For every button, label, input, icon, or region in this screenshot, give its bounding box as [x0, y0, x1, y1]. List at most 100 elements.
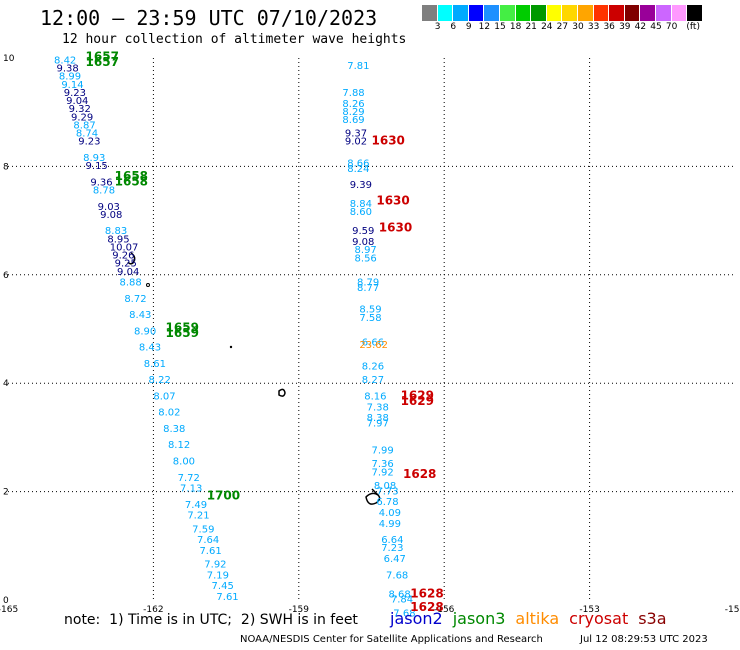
swh-value-track-b: 9.37	[345, 129, 367, 140]
swh-value-track-b: 8.26	[362, 362, 384, 373]
swh-value-track-a: 7.49	[185, 500, 207, 511]
swh-value-track-b: 7.97	[367, 419, 389, 430]
y-tick-label: 8	[3, 162, 9, 172]
swh-value-track-a: 9.14	[61, 80, 83, 91]
colorbar-swatch	[687, 5, 703, 21]
pass-time-label: 1629	[401, 388, 434, 402]
colorbar-swatch	[468, 5, 485, 21]
swh-value-track-a: 9.03	[98, 202, 120, 213]
swh-value-track-b: 7.73	[376, 486, 398, 497]
swh-value-track-b: 8.59	[359, 305, 381, 316]
pass-time-label: 1659	[166, 326, 199, 340]
swh-value-track-b: 8.66	[347, 158, 369, 169]
coastline-niihau	[146, 283, 150, 287]
pass-time-label: 1700	[207, 489, 240, 503]
swh-value-track-a: 7.92	[204, 559, 226, 570]
swh-value-track-b: 8.29	[342, 107, 364, 118]
swh-value-track-b: 7.23	[381, 543, 403, 554]
swh-value-track-a: 7.45	[212, 581, 234, 592]
swh-value-track-b: 7.36	[372, 459, 394, 470]
swh-value-track-b: 4.09	[379, 508, 401, 519]
swh-value-track-a: 8.90	[134, 326, 156, 337]
swh-value-track-a: 8.22	[149, 375, 171, 386]
swh-value-track-a: 9.26	[112, 251, 134, 262]
colorbar-label: 33	[587, 22, 600, 32]
colorbar-swatch	[640, 5, 656, 21]
colorbar-label: 6	[450, 22, 457, 32]
colorbar-swatch	[531, 5, 547, 21]
y-tick-label: 2	[3, 488, 9, 498]
swh-value-track-a: 8.00	[173, 457, 195, 468]
legend-item-s3a: s3a	[638, 609, 667, 628]
swh-value-track-b: 8.08	[374, 481, 396, 492]
colorbar-swatch	[422, 5, 438, 21]
swh-value-track-b: 8.56	[355, 253, 377, 264]
colorbar-label: 24	[541, 22, 553, 32]
swh-value-track-a: 8.74	[76, 129, 98, 140]
swh-value-track-a: 8.99	[59, 72, 81, 83]
pass-time-label: 1658	[115, 169, 148, 183]
swh-value-track-a: 8.02	[158, 408, 180, 419]
colorbar-label: 12	[478, 22, 491, 32]
pass-time-label: 1630	[379, 220, 412, 234]
colorbar-label: 45	[650, 22, 662, 32]
swh-value-track-b: 8.69	[342, 115, 364, 126]
chart-subtitle: 12 hour collection of altimeter wave hei…	[62, 32, 407, 47]
swh-value-track-a: 9.23	[78, 137, 100, 148]
swh-value-track-a: 8.88	[119, 278, 141, 289]
colorbar-label: 18	[509, 22, 522, 32]
pass-time-label: 1657	[86, 55, 119, 69]
swh-value-track-b: 9.59	[352, 226, 374, 237]
swh-value-track-b: 7.68	[386, 570, 408, 581]
swh-value-track-b: 9.39	[350, 180, 372, 191]
swh-value-track-a: 8.72	[124, 294, 146, 305]
pass-time-label: 1629	[401, 394, 434, 408]
swh-value-track-b: 8.60	[350, 207, 372, 218]
swh-value-track-a: 8.38	[163, 424, 185, 435]
colorbar-label: 21	[525, 22, 537, 32]
swh-value-track-a: 8.93	[83, 153, 105, 164]
colorbar-label: 30	[572, 22, 584, 32]
swh-value-track-b: 8.84	[350, 199, 372, 210]
colorbar-swatch	[562, 5, 578, 21]
swh-value-track-a: 7.13	[180, 484, 202, 495]
swh-value-track-b: 7.58	[359, 313, 381, 324]
swh-value-track-b: 8.77	[357, 283, 379, 294]
swh-value-track-b: 7.99	[372, 446, 394, 457]
swh-value-track-a: 9.38	[56, 64, 78, 75]
swh-value-track-b: 8.97	[355, 245, 377, 256]
pass-time-label: 1659	[166, 321, 199, 335]
coastline-oahu	[278, 388, 286, 397]
y-tick-label: 0	[3, 596, 9, 606]
colorbar-swatch	[546, 5, 563, 21]
x-tick-label: -159	[289, 605, 310, 615]
swh-value-track-b: 8.27	[362, 375, 384, 386]
colorbar-label: (ft)	[686, 22, 700, 32]
pass-time-label: 1628	[410, 600, 443, 614]
colorbar-label: 36	[603, 22, 615, 32]
x-tick-label: -165	[0, 605, 18, 615]
swh-value-track-b: 7.92	[372, 467, 394, 478]
pass-time-label: 1630	[376, 193, 409, 207]
colorbar-swatch	[437, 5, 454, 21]
swh-value-track-b: 7.68	[393, 608, 415, 619]
swh-value-track-a: 9.08	[100, 210, 122, 221]
x-tick-label: -150	[725, 605, 740, 615]
swh-value-track-b: 8.16	[364, 391, 386, 402]
swh-value-track-a: 8.78	[93, 186, 115, 197]
colorbar-label: 42	[634, 22, 647, 32]
swh-value-track-a: 7.64	[197, 535, 219, 546]
pass-time-label: 1628	[403, 467, 436, 481]
colorbar-label: 3	[434, 22, 441, 32]
source-credit: NOAA/NESDIS Center for Satellite Applica…	[240, 634, 543, 645]
swh-value-track-a: 9.29	[71, 112, 93, 123]
colorbar-swatch	[484, 5, 500, 21]
x-tick-label: -153	[579, 605, 599, 615]
coastline-big-island	[365, 488, 381, 505]
colorbar-label: 39	[619, 22, 631, 32]
swh-value-track-a: 8.61	[144, 359, 166, 370]
swh-value-track-a: 7.61	[199, 546, 221, 557]
swh-value-track-b: 7.84	[391, 595, 413, 606]
swh-value-track-a: 8.42	[54, 55, 76, 66]
swh-value-track-b: 6.66	[362, 337, 384, 348]
